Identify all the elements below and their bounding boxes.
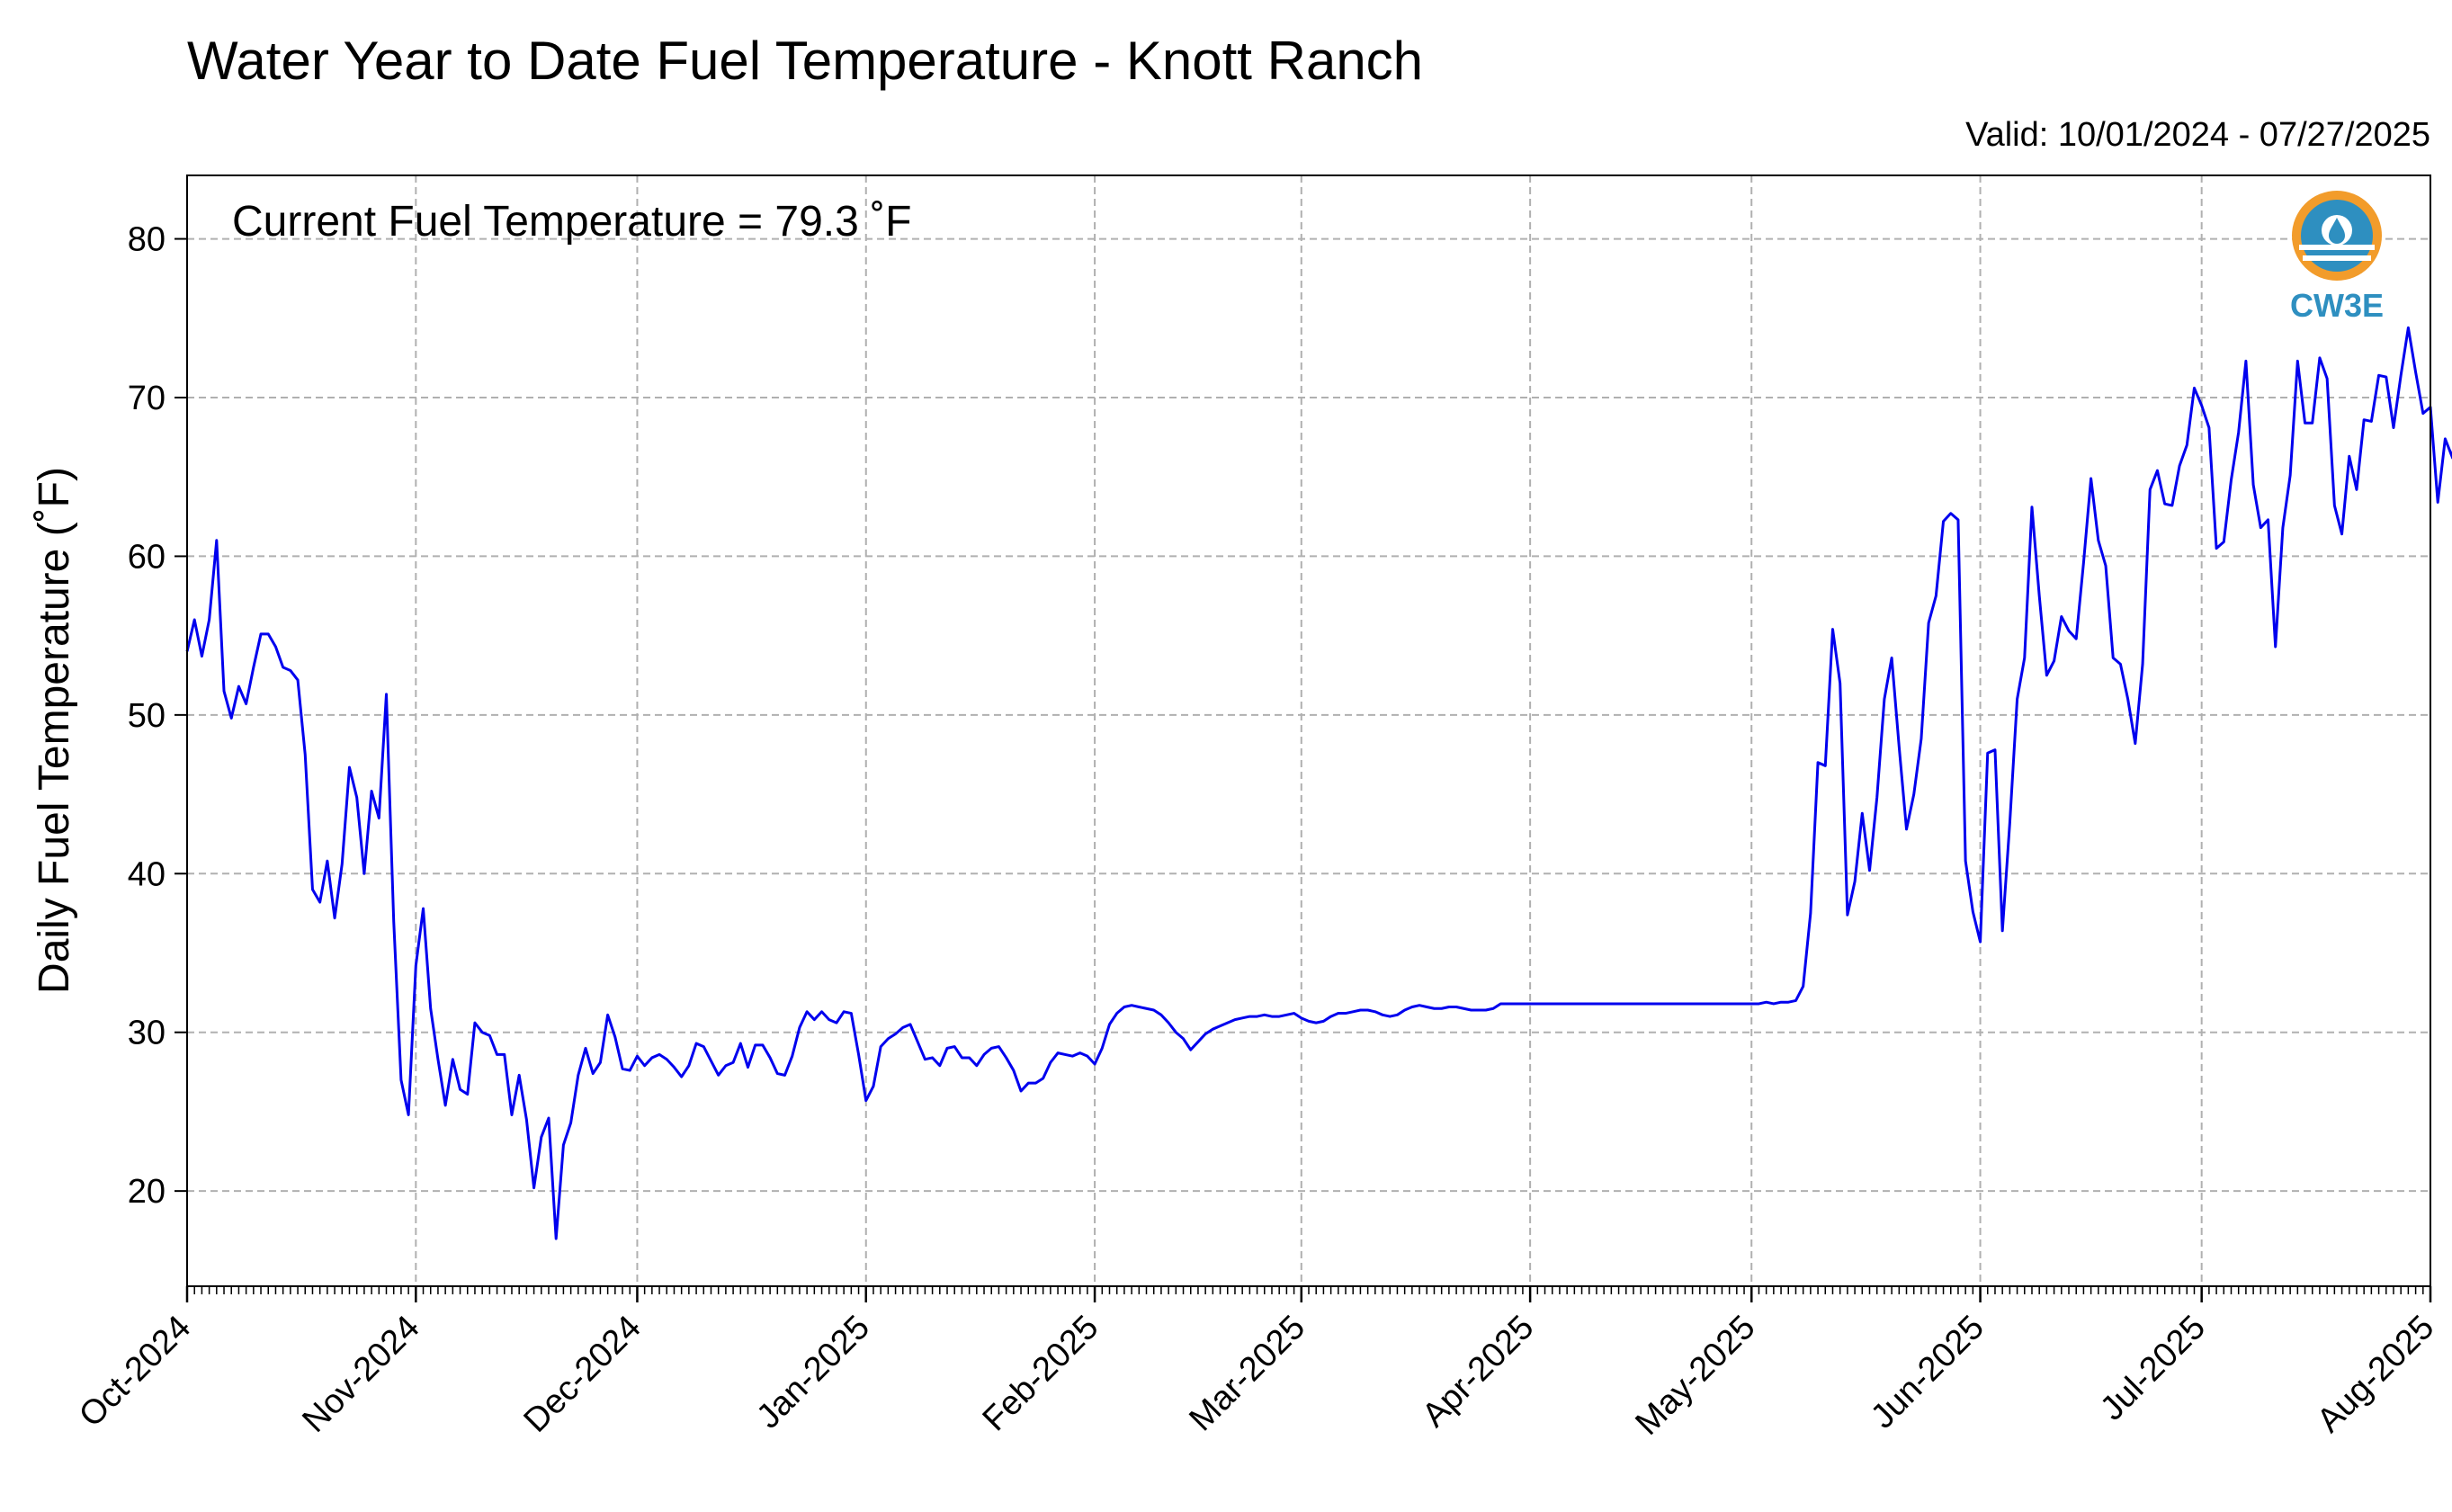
y-tick-label: 60 xyxy=(128,538,166,576)
x-tick-label: Feb-2025 xyxy=(976,1309,1106,1439)
logo-drop-shape-icon xyxy=(2329,218,2345,244)
x-tick-labels: Oct-2024 Nov-2024 Dec-2024 Jan-2025 Feb-2025… xyxy=(72,1309,2441,1443)
x-tick-label: Oct-2024 xyxy=(72,1309,198,1435)
x-tick-label: Jul-2025 xyxy=(2093,1309,2213,1428)
x-tick-label: Dec-2024 xyxy=(517,1309,649,1440)
y-tick-label: 30 xyxy=(128,1015,166,1052)
x-tick-label: Jun-2025 xyxy=(1864,1309,1991,1436)
logo-text: CW3E xyxy=(2290,287,2384,324)
logo-wave-band-2 xyxy=(2303,255,2371,261)
y-tick-label: 40 xyxy=(128,855,166,893)
x-tick-label: May-2025 xyxy=(1628,1309,1762,1443)
chart-title: Water Year to Date Fuel Temperature - Kn… xyxy=(187,31,1423,91)
y-axis-label: Daily Fuel Temperature (˚F) xyxy=(31,467,78,994)
current-temperature-annotation: Current Fuel Temperature = 79.3 ˚F xyxy=(232,198,911,246)
logo-wave-band-1 xyxy=(2299,245,2375,250)
grid-lines xyxy=(186,175,2431,1286)
y-tick-label: 70 xyxy=(128,380,166,417)
cw3e-logo: CW3E xyxy=(2290,191,2384,324)
x-tick-label: Jan-2025 xyxy=(749,1309,877,1436)
x-tick-label: Nov-2024 xyxy=(295,1309,426,1440)
plot-area-frame xyxy=(186,174,2431,1287)
y-tick-label: 50 xyxy=(128,697,166,735)
x-tick-label: Aug-2025 xyxy=(2310,1309,2441,1440)
y-tick-label: 80 xyxy=(128,221,166,259)
y-tick-labels: 20 30 40 50 60 70 80 xyxy=(128,221,166,1212)
x-tick-label: Mar-2025 xyxy=(1182,1309,1312,1439)
fuel-temperature-line xyxy=(185,326,2452,1240)
y-tick-label: 20 xyxy=(128,1173,166,1211)
valid-date-range: Valid: 10/01/2024 - 07/27/2025 xyxy=(1965,116,2430,154)
axis-ticks xyxy=(175,237,2432,1302)
x-tick-label: Apr-2025 xyxy=(1415,1309,1541,1435)
